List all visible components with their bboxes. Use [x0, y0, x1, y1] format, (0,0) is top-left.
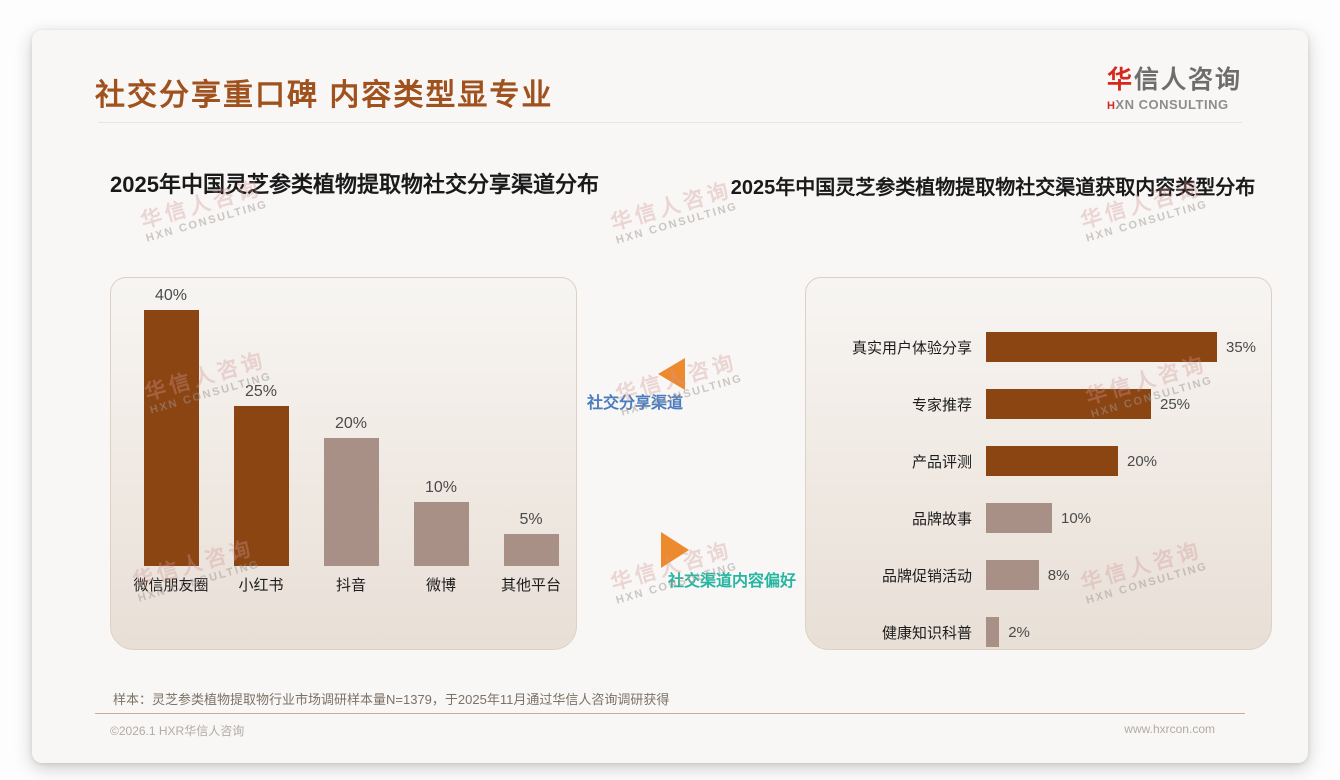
arrow-right-icon	[661, 532, 689, 568]
vertical-bar-labels: 微信朋友圈 小红书 抖音 微博 其他平台	[126, 574, 576, 595]
hbar-row: 健康知识科普 2%	[818, 617, 1263, 647]
bar	[413, 502, 469, 566]
hbar	[986, 560, 1039, 590]
copyright-text: ©2026.1 HXR华信人咨询	[110, 724, 245, 738]
hbar	[986, 446, 1118, 476]
footer-divider	[95, 713, 1245, 714]
bar	[143, 310, 199, 566]
website-text: www.hxrcon.com	[1124, 722, 1215, 736]
sample-note: 样本：灵芝参类植物提取物行业市场调研样本量N=1379，于2025年11月通过华…	[113, 692, 670, 707]
company-logo: 华信人咨询 HXN CONSULTING	[1107, 60, 1242, 112]
logo-subtitle: HXN CONSULTING	[1107, 97, 1242, 112]
right-chart-title: 2025年中国灵芝参类植物提取物社交渠道获取内容类型分布	[730, 177, 1256, 199]
bar-category-label: 微信朋友圈	[133, 577, 209, 594]
hbar	[986, 389, 1151, 419]
hbar-category-label: 健康知识科普	[881, 624, 972, 642]
hbar-row: 品牌促销活动 8%	[818, 560, 1263, 590]
left-chart-title: 2025年中国灵芝参类植物提取物社交分享渠道分布	[110, 172, 599, 197]
bar-category-label: 微博	[425, 577, 456, 594]
hbar-category-label: 品牌促销活动	[881, 567, 972, 585]
bar-value-label: 25%	[244, 383, 278, 400]
bar-column: 5%	[486, 278, 576, 566]
bar-category-label: 小红书	[238, 577, 284, 594]
watermark-sub-text: HXN CONSULTING	[1084, 198, 1210, 245]
bar	[503, 534, 559, 566]
hbar-value-label: 8%	[1047, 566, 1070, 584]
bar	[233, 406, 289, 566]
logo-brand-red-char: 华	[1106, 66, 1134, 94]
bar-column: 25%	[216, 278, 306, 566]
left-chart-panel: 40% 25% 20% 10% 5% 微信朋友圈 小红书 抖音 微博 其他平台	[110, 277, 577, 650]
slide-card: 社交分享重口碑 内容类型显专业 华信人咨询 HXN CONSULTING 202…	[32, 30, 1308, 763]
logo-subtitle-rest: XN CONSULTING	[1115, 97, 1229, 112]
bar-value-label: 10%	[424, 479, 458, 496]
annotation-content-preference: 社交渠道内容偏好	[668, 573, 797, 590]
hbar-category-label: 产品评测	[911, 453, 972, 471]
vertical-bar-chart: 40% 25% 20% 10% 5%	[126, 278, 576, 566]
hbar-category-label: 真实用户体验分享	[851, 339, 972, 357]
logo-brand-rest: 信人咨询	[1133, 66, 1242, 94]
horizontal-bar-chart: 真实用户体验分享 35% 专家推荐 25% 产品评测 20% 品牌故事 10% 品牌促销活动 8%…	[818, 332, 1263, 674]
bar	[323, 438, 379, 566]
hbar-value-label: 35%	[1226, 338, 1257, 356]
right-chart-panel: 真实用户体验分享 35% 专家推荐 25% 产品评测 20% 品牌故事 10% 品牌促销活动 8%…	[805, 277, 1272, 650]
hbar-category-label: 品牌故事	[911, 510, 972, 528]
hbar-value-label: 2%	[1008, 623, 1030, 641]
hbar-row: 专家推荐 25%	[818, 389, 1263, 419]
logo-brand-text: 华信人咨询	[1107, 60, 1242, 96]
page-title: 社交分享重口碑 内容类型显专业	[95, 79, 554, 112]
watermark-sub-text: HXN CONSULTING	[144, 198, 270, 245]
hbar-row: 真实用户体验分享 35%	[818, 332, 1263, 362]
arrow-left-icon	[658, 358, 685, 390]
header-divider	[98, 122, 1242, 123]
hbar-value-label: 25%	[1160, 395, 1191, 413]
bar-value-label: 20%	[334, 415, 368, 432]
bar-value-label: 5%	[519, 511, 543, 528]
bar-column: 20%	[306, 278, 396, 566]
hbar-category-label: 专家推荐	[911, 396, 972, 414]
hbar-value-label: 20%	[1127, 452, 1158, 470]
bar-column: 40%	[126, 278, 216, 566]
bar-category-label: 抖音	[335, 577, 366, 594]
bar-column: 10%	[396, 278, 486, 566]
hbar-value-label: 10%	[1061, 509, 1092, 527]
bar-category-label: 其他平台	[500, 577, 561, 594]
logo-subtitle-red-char: H	[1106, 100, 1116, 112]
hbar	[986, 503, 1052, 533]
hbar-row: 产品评测 20%	[818, 446, 1263, 476]
watermark-sub-text: HXN CONSULTING	[614, 200, 740, 247]
hbar-row: 品牌故事 10%	[818, 503, 1263, 533]
annotation-share-channel: 社交分享渠道	[587, 395, 684, 412]
hbar	[986, 332, 1217, 362]
bar-value-label: 40%	[154, 287, 188, 304]
hbar	[986, 617, 1000, 647]
